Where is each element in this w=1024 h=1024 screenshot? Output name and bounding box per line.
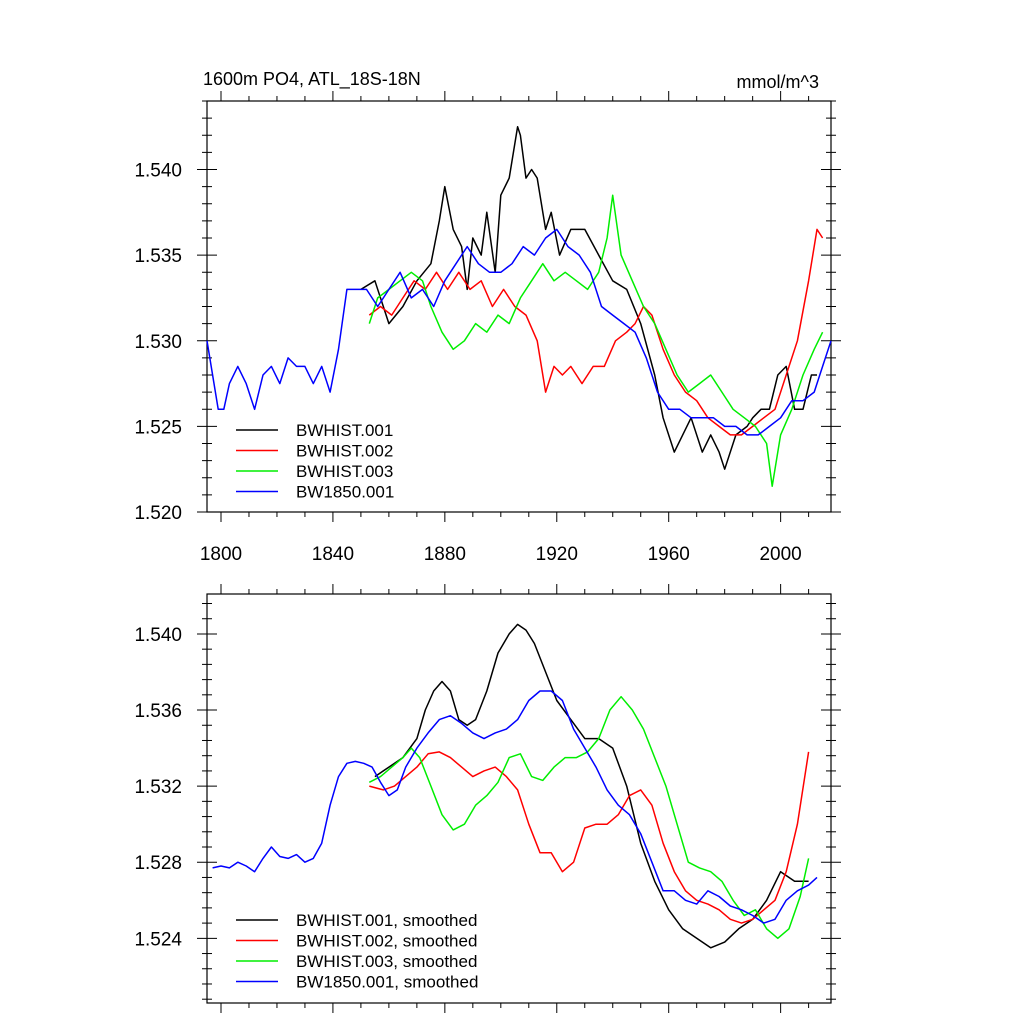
- legend-label: BWHIST.003: [296, 462, 393, 481]
- y-tick-label: 1.535: [134, 246, 182, 267]
- chart-title: 1600m PO4, ATL_18S-18N: [203, 69, 421, 90]
- x-tick-label: 1920: [536, 544, 578, 565]
- y-tick-label: 1.532: [134, 777, 182, 798]
- legend-label: BWHIST.002, smoothed: [296, 932, 477, 951]
- x-tick-label: 2000: [759, 544, 801, 565]
- legend-label: BWHIST.001: [296, 421, 393, 440]
- legend-label: BWHIST.001, smoothed: [296, 911, 477, 930]
- legend-label: BW1850.001: [296, 483, 394, 502]
- chart-canvas: 1600m PO4, ATL_18S-18N mmol/m^3 1.520 1.5…: [0, 0, 1024, 1024]
- y-tick-label: 1.540: [134, 625, 182, 646]
- legend-label: BW1850.001, smoothed: [296, 973, 478, 992]
- y-tick-label: 1.528: [134, 853, 182, 874]
- x-tick-label: 1880: [424, 544, 466, 565]
- legend-label: BWHIST.003, smoothed: [296, 952, 477, 971]
- chart-units: mmol/m^3: [737, 72, 819, 92]
- y-tick-label: 1.520: [134, 503, 182, 524]
- y-tick-label: 1.530: [134, 332, 182, 353]
- x-tick-label: 1960: [648, 544, 690, 565]
- y-tick-label: 1.525: [134, 417, 182, 438]
- y-tick-label: 1.536: [134, 701, 182, 722]
- x-tick-label: 1840: [312, 544, 354, 565]
- legend-label: BWHIST.002: [296, 442, 393, 461]
- y-tick-label: 1.524: [134, 929, 182, 950]
- y-tick-label: 1.540: [134, 161, 182, 182]
- x-tick-label: 1800: [200, 544, 242, 565]
